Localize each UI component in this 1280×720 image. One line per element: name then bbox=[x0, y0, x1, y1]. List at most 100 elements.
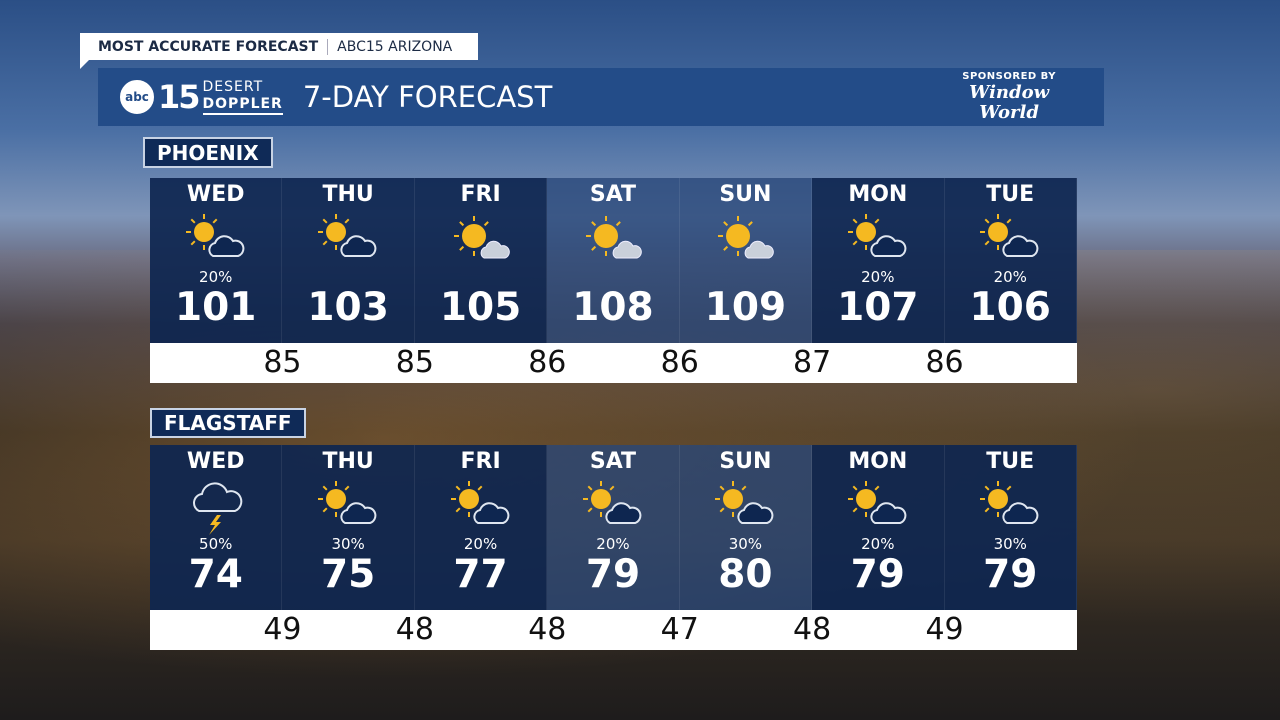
city-label-phoenix: PHOENIX bbox=[143, 137, 273, 168]
high-temp: 79 bbox=[850, 552, 905, 597]
day-column: TUE 20% 106 bbox=[944, 178, 1077, 343]
day-name: THU bbox=[322, 182, 374, 207]
mostly-sunny-icon bbox=[446, 210, 516, 268]
high-temp: 105 bbox=[439, 285, 522, 330]
banner-tag: MOST ACCURATE FORECAST ABC15 ARIZONA bbox=[80, 33, 478, 60]
partly-cloudy-icon bbox=[313, 210, 383, 268]
precip-chance: 20% bbox=[596, 535, 630, 553]
day-column: SUN 109 bbox=[679, 178, 813, 343]
precip-chance: 20% bbox=[993, 268, 1027, 286]
low-temp: 49 bbox=[263, 612, 302, 647]
logo-line1: DESERT bbox=[202, 79, 264, 95]
day-name: SUN bbox=[719, 182, 772, 207]
mostly-sunny-icon bbox=[578, 210, 648, 268]
day-column: SAT 108 bbox=[547, 178, 680, 343]
flagstaff-forecast-grid: WED 50% 74 THU 30% 75 FRI 20% 77 SAT 20% 79… bbox=[150, 445, 1077, 610]
banner-right: ABC15 ARIZONA bbox=[337, 38, 453, 55]
low-temp: 48 bbox=[395, 612, 434, 647]
day-name: TUE bbox=[986, 449, 1035, 474]
banner-tail bbox=[80, 60, 89, 69]
station-logo: abc 15 DESERT DOPPLER bbox=[120, 79, 283, 115]
precip-chance: 50% bbox=[199, 535, 233, 553]
day-name: SUN bbox=[719, 449, 772, 474]
sponsor-name-1: Window bbox=[969, 82, 1050, 103]
phoenix-lows-band: 85 85 86 86 87 86 bbox=[150, 343, 1077, 383]
precip-chance: 20% bbox=[861, 535, 895, 553]
low-temp: 87 bbox=[793, 345, 832, 380]
banner-left: MOST ACCURATE FORECAST bbox=[98, 38, 319, 55]
logo-line2: DOPPLER bbox=[202, 96, 283, 115]
logo-text: DESERT DOPPLER bbox=[202, 79, 283, 115]
partly-cloudy-icon bbox=[578, 477, 648, 535]
day-column: TUE 30% 79 bbox=[944, 445, 1077, 610]
page-title: 7-DAY FORECAST bbox=[302, 80, 553, 114]
flagstaff-lows-band: 49 48 48 47 48 49 bbox=[150, 610, 1077, 650]
high-temp: 103 bbox=[307, 285, 389, 330]
partly-cloudy-icon bbox=[313, 477, 383, 535]
low-temp: 86 bbox=[660, 345, 699, 380]
low-temp: 85 bbox=[395, 345, 434, 380]
day-name: WED bbox=[186, 182, 245, 207]
day-name: FRI bbox=[460, 449, 501, 474]
low-temp: 86 bbox=[925, 345, 964, 380]
day-column: THU 103 bbox=[282, 178, 415, 343]
mostly-sunny-icon bbox=[710, 210, 780, 268]
high-temp: 80 bbox=[718, 552, 773, 597]
precip-chance: 20% bbox=[861, 268, 895, 286]
day-column: SUN 30% 80 bbox=[679, 445, 813, 610]
low-temp: 48 bbox=[528, 612, 567, 647]
day-name: SAT bbox=[589, 182, 637, 207]
high-temp: 74 bbox=[188, 552, 243, 597]
precip-chance: 20% bbox=[463, 535, 498, 553]
day-column: MON 20% 107 bbox=[812, 178, 945, 343]
day-column: THU 30% 75 bbox=[282, 445, 415, 610]
partly-cloudy-icon bbox=[446, 477, 516, 535]
day-column: SAT 20% 79 bbox=[547, 445, 680, 610]
high-temp: 75 bbox=[320, 552, 376, 597]
day-column: FRI 105 bbox=[414, 178, 548, 343]
sponsor: SPONSORED BY Window World bbox=[962, 71, 1056, 123]
precip-chance: 20% bbox=[199, 268, 233, 286]
thunderstorm-icon bbox=[181, 477, 251, 535]
high-temp: 107 bbox=[837, 285, 919, 330]
partly-cloudy-icon bbox=[710, 477, 780, 535]
abc-logo: abc bbox=[120, 80, 154, 114]
partly-cloudy-icon bbox=[975, 210, 1045, 268]
high-temp: 106 bbox=[969, 285, 1051, 330]
header-bar: abc 15 DESERT DOPPLER 7-DAY FORECAST SPO… bbox=[98, 68, 1104, 126]
day-name: THU bbox=[322, 449, 374, 474]
high-temp: 101 bbox=[175, 285, 257, 330]
phoenix-forecast-grid: WED 20% 101 THU 103 FRI 105 SAT 108 SUN 109 M… bbox=[150, 178, 1077, 343]
city-label-flagstaff: FLAGSTAFF bbox=[150, 408, 306, 438]
partly-cloudy-icon bbox=[843, 210, 913, 268]
precip-chance: 30% bbox=[728, 535, 763, 553]
low-temp: 49 bbox=[925, 612, 964, 647]
low-temp: 48 bbox=[793, 612, 832, 647]
high-temp: 108 bbox=[572, 285, 654, 330]
day-name: WED bbox=[186, 449, 245, 474]
low-temp: 86 bbox=[528, 345, 567, 380]
partly-cloudy-icon bbox=[975, 477, 1045, 535]
high-temp: 79 bbox=[983, 552, 1038, 597]
day-column: WED 20% 101 bbox=[150, 178, 283, 343]
day-name: MON bbox=[848, 449, 908, 474]
precip-chance: 30% bbox=[331, 535, 365, 553]
sponsor-label: SPONSORED BY bbox=[962, 71, 1056, 82]
day-name: MON bbox=[848, 182, 908, 207]
partly-cloudy-icon bbox=[843, 477, 913, 535]
low-temp: 85 bbox=[263, 345, 302, 380]
day-name: FRI bbox=[460, 182, 501, 207]
day-column: FRI 20% 77 bbox=[414, 445, 548, 610]
precip-chance: 30% bbox=[993, 535, 1027, 553]
high-temp: 79 bbox=[585, 552, 641, 597]
partly-cloudy-icon bbox=[181, 210, 251, 268]
high-temp: 109 bbox=[704, 285, 787, 330]
high-temp: 77 bbox=[453, 552, 508, 597]
logo-number: 15 bbox=[158, 78, 201, 116]
divider bbox=[327, 38, 329, 55]
day-name: TUE bbox=[986, 182, 1035, 207]
day-column: MON 20% 79 bbox=[812, 445, 945, 610]
day-column: WED 50% 74 bbox=[150, 445, 283, 610]
sponsor-name-2: World bbox=[979, 102, 1039, 123]
low-temp: 47 bbox=[660, 612, 699, 647]
